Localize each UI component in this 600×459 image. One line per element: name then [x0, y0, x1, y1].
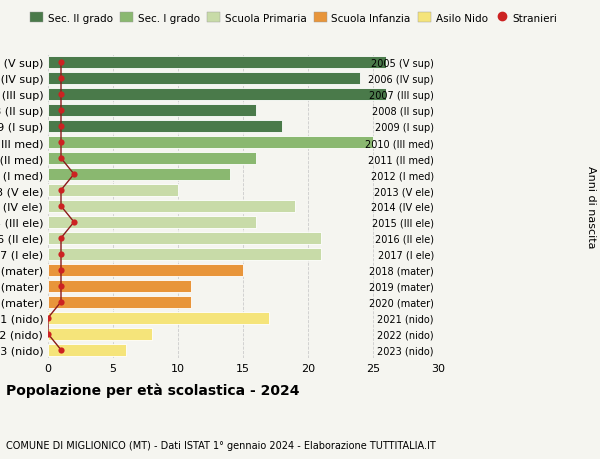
Point [43, 330, 53, 338]
Point [56, 298, 66, 306]
Point [56, 139, 66, 146]
Bar [48, 137, 373, 149]
Text: Popolazione per età scolastica - 2024: Popolazione per età scolastica - 2024 [6, 382, 299, 397]
Point [56, 203, 66, 210]
Bar [48, 73, 360, 85]
Bar [48, 216, 256, 229]
Bar [48, 168, 230, 181]
Point [56, 123, 66, 130]
Point [56, 267, 66, 274]
Point [69, 171, 79, 179]
Point [56, 187, 66, 194]
Bar [48, 232, 321, 245]
Point [56, 155, 66, 162]
Bar [48, 185, 178, 197]
Bar [48, 264, 243, 276]
Point [56, 75, 66, 83]
Bar [48, 248, 321, 261]
Bar [48, 312, 269, 325]
Bar [48, 328, 152, 340]
Point [69, 219, 79, 226]
Point [56, 91, 66, 99]
Bar [48, 121, 282, 133]
Point [56, 347, 66, 354]
Point [56, 235, 66, 242]
Bar [48, 344, 126, 356]
Point [43, 314, 53, 322]
Legend: Sec. II grado, Sec. I grado, Scuola Primaria, Scuola Infanzia, Asilo Nido, Stran: Sec. II grado, Sec. I grado, Scuola Prim… [30, 13, 557, 23]
Point [56, 59, 66, 67]
Bar [48, 152, 256, 165]
Bar [48, 57, 386, 69]
Text: COMUNE DI MIGLIONICO (MT) - Dati ISTAT 1° gennaio 2024 - Elaborazione TUTTITALIA: COMUNE DI MIGLIONICO (MT) - Dati ISTAT 1… [6, 440, 436, 450]
Bar [48, 296, 191, 308]
Point [56, 107, 66, 115]
Text: Anni di nascita: Anni di nascita [586, 165, 596, 248]
Point [56, 283, 66, 290]
Bar [48, 105, 256, 117]
Point [56, 251, 66, 258]
Bar [48, 89, 386, 101]
Bar [48, 280, 191, 292]
Bar [48, 200, 295, 213]
